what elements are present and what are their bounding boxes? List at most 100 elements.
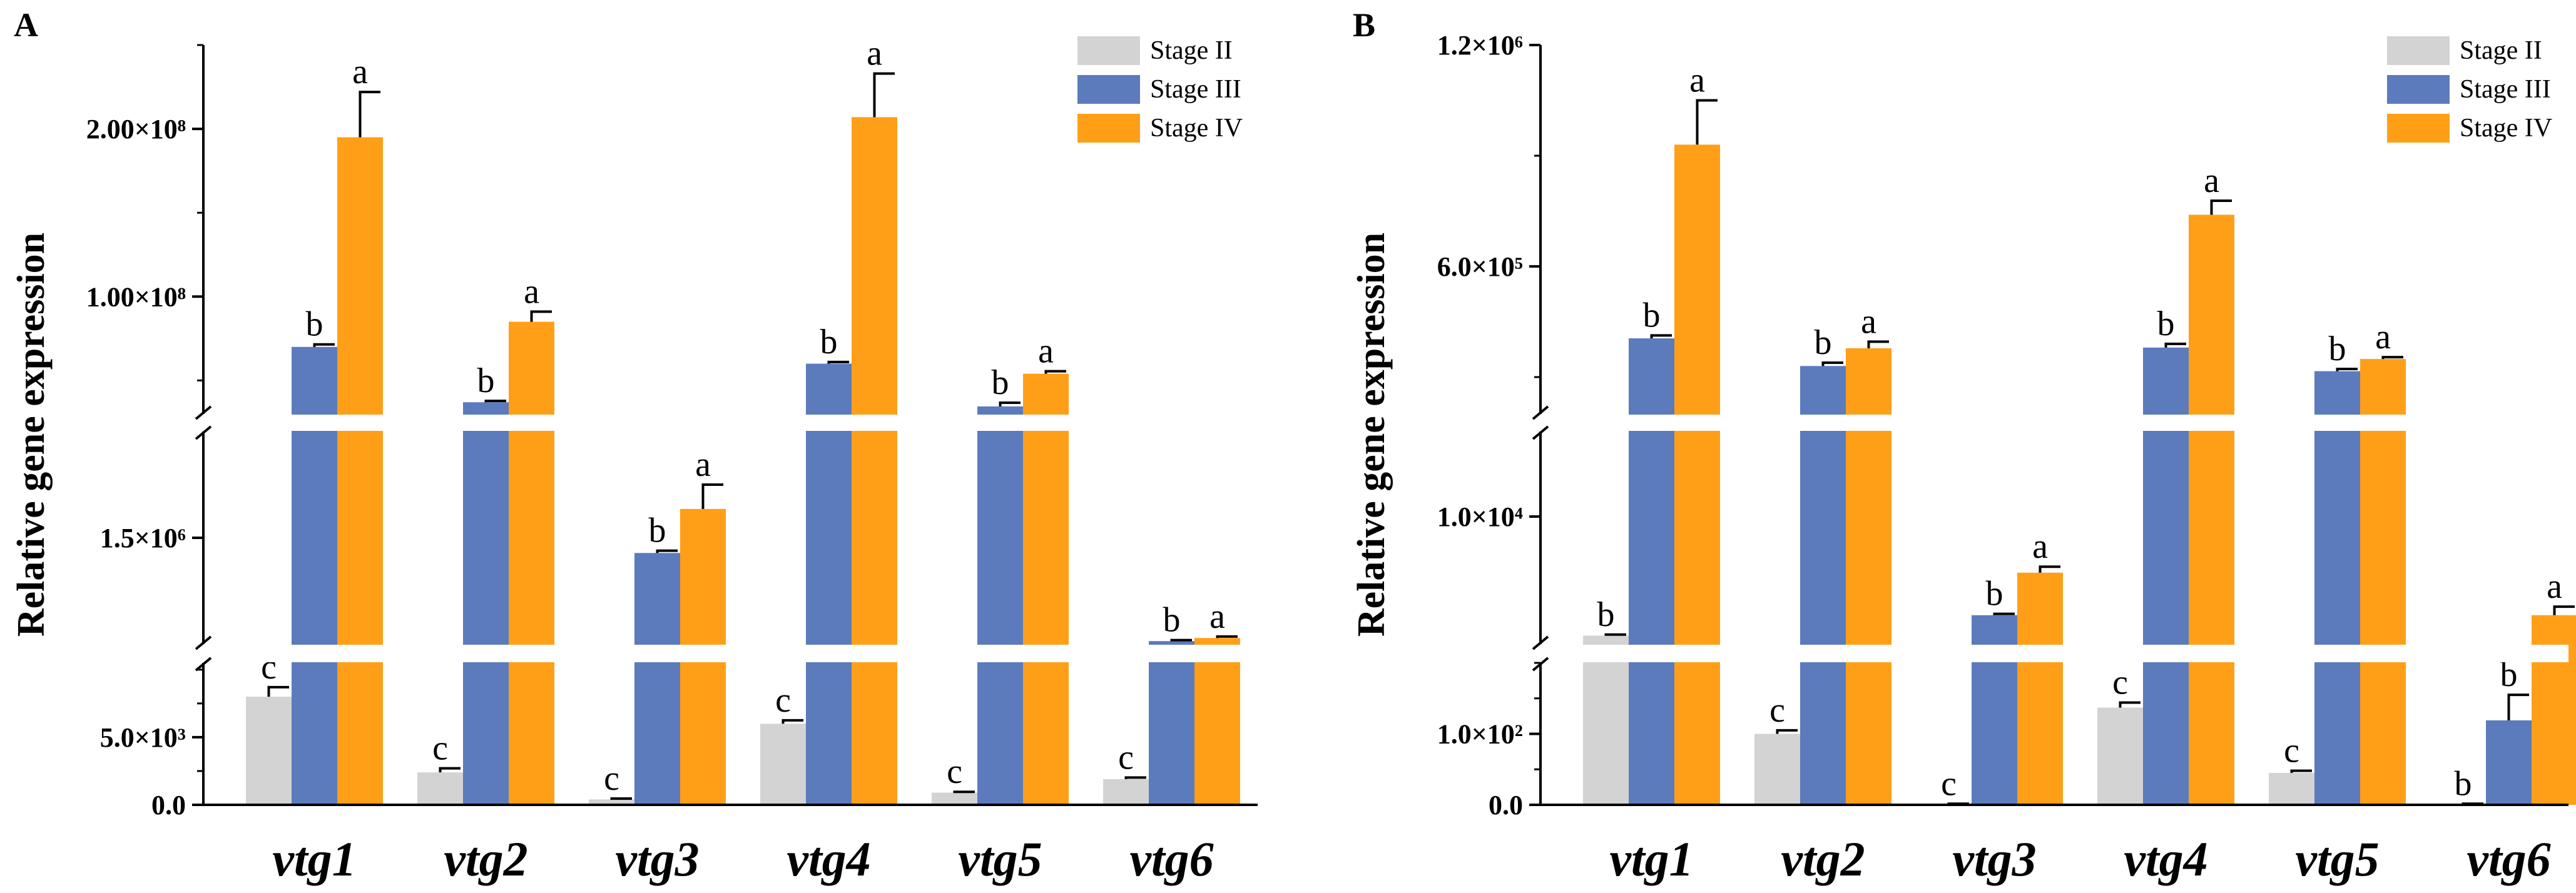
legend-swatch-stage-ii — [1077, 36, 1140, 65]
axis-break-mark — [1532, 425, 1549, 440]
legend-label-stage-iii: Stage III — [1150, 75, 1241, 104]
category-label-vtg3: vtg3 — [1952, 832, 2036, 886]
bar-vtg1-stage-iii — [1629, 338, 1674, 805]
tick-label: 1.0×10⁴ — [1437, 502, 1523, 532]
bar-vtg5-stage-iii — [977, 406, 1023, 805]
bar-vtg4-stage-iv — [852, 117, 897, 805]
significance-letter: a — [524, 272, 539, 311]
significance-letter: b — [1163, 601, 1181, 640]
category-label-vtg1: vtg1 — [272, 832, 356, 886]
bar-vtg1-stage-iv — [1674, 144, 1720, 805]
category-label-vtg5: vtg5 — [2295, 832, 2379, 886]
axis-break-gap — [185, 415, 1258, 431]
bar-vtg2-stage-ii — [417, 772, 463, 805]
bar-vtg3-stage-iii — [634, 553, 680, 805]
panel-letter: A — [14, 6, 38, 44]
significance-letter: a — [2375, 318, 2391, 356]
significance-letter: b — [992, 363, 1009, 402]
legend-label-stage-ii: Stage II — [1150, 36, 1233, 65]
category-label-vtg1: vtg1 — [1609, 832, 1693, 886]
bar-vtg5-stage-iv — [2360, 359, 2406, 805]
legend-label-stage-iv: Stage IV — [2460, 114, 2552, 143]
significance-letter: c — [432, 729, 448, 768]
significance-letter: b — [1643, 296, 1661, 335]
significance-letter: a — [1209, 597, 1225, 636]
bar-vtg6-stage-iii — [2486, 720, 2532, 805]
legend-label-stage-ii: Stage II — [2460, 36, 2542, 65]
legend-label-stage-iii: Stage III — [2460, 75, 2551, 104]
significance-letter: a — [695, 445, 711, 484]
significance-letter: b — [2455, 764, 2472, 803]
bar-vtg5-stage-iv — [1023, 373, 1069, 805]
significance-letter: a — [2032, 527, 2048, 566]
bar-vtg5-stage-ii — [932, 792, 977, 805]
legend-swatch-stage-iv — [2387, 114, 2450, 143]
legend-swatch-stage-ii — [2387, 36, 2450, 65]
significance-letter: c — [604, 759, 619, 798]
significance-letter: b — [306, 305, 323, 344]
category-label-vtg2: vtg2 — [444, 832, 527, 886]
tick-label: 1.00×10⁸ — [86, 281, 186, 312]
significance-letter: a — [1689, 61, 1705, 100]
category-label-vtg5: vtg5 — [958, 832, 1042, 886]
bar-vtg4-stage-iv — [2189, 214, 2234, 805]
legend-swatch-stage-iii — [2387, 75, 2450, 104]
y-axis-label: Relative gene expression — [10, 233, 53, 637]
category-label-vtg6: vtg6 — [2467, 832, 2550, 886]
significance-letter: c — [2112, 663, 2128, 702]
significance-letter: c — [1941, 764, 1957, 803]
axis-break-mark — [195, 657, 212, 672]
bar-vtg1-stage-ii — [246, 697, 292, 805]
tick-label: 1.0×10² — [1437, 719, 1523, 750]
bar-vtg4-stage-iii — [806, 363, 852, 805]
axis-break-mark — [1532, 635, 1549, 650]
bar-vtg1-stage-iv — [337, 137, 383, 805]
significance-letter: c — [947, 752, 962, 791]
significance-letter: b — [649, 512, 666, 550]
significance-letter: b — [2329, 330, 2346, 368]
significance-letter: a — [867, 34, 882, 73]
bar-vtg6-stage-iii — [1149, 641, 1194, 805]
axis-break-mark — [195, 405, 212, 420]
significance-letter: a — [1038, 332, 1054, 371]
bar-vtg2-stage-iii — [463, 402, 509, 805]
category-label-vtg4: vtg4 — [2124, 832, 2207, 886]
tick-label: 6.0×10⁵ — [1437, 251, 1523, 282]
bar-vtg3-stage-iii — [1972, 615, 2017, 805]
bar-vtg3-stage-iv — [2017, 572, 2063, 805]
significance-letter: b — [2157, 305, 2175, 343]
axis-break-mark — [195, 635, 212, 650]
bar-vtg2-stage-iv — [509, 321, 554, 805]
significance-letter: b — [477, 361, 495, 400]
category-label-vtg6: vtg6 — [1129, 832, 1213, 886]
category-label-vtg4: vtg4 — [787, 832, 870, 886]
bar-vtg4-stage-ii — [2097, 707, 2143, 805]
bar-vtg3-stage-ii — [589, 799, 634, 805]
bar-vtg6-stage-iv — [1194, 638, 1240, 805]
tick-label: 1.2×10⁶ — [1437, 30, 1523, 61]
tick-label: 1.5×10⁶ — [100, 523, 186, 553]
bar-vtg1-stage-ii — [1583, 635, 1629, 805]
category-label-vtg3: vtg3 — [615, 832, 699, 886]
bar-vtg5-stage-ii — [2269, 772, 2314, 805]
tick-label: 2.00×10⁸ — [86, 114, 186, 144]
significance-letter: c — [1769, 691, 1785, 730]
legend-label-stage-iv: Stage IV — [1150, 114, 1243, 143]
axis-break-gap — [185, 645, 1258, 662]
significance-letter: a — [2547, 567, 2562, 606]
significance-letter: c — [775, 681, 791, 720]
significance-letter: c — [2284, 732, 2299, 770]
tick-label: 0.0 — [1489, 790, 1523, 820]
bar-vtg4-stage-ii — [760, 724, 806, 805]
significance-letter: c — [1118, 738, 1134, 777]
panel-letter: B — [1353, 6, 1375, 44]
y-axis-label: Relative gene expression — [1350, 233, 1393, 637]
axis-break-mark — [195, 425, 212, 440]
bar-vtg2-stage-ii — [1754, 734, 1800, 805]
axis-break-gap — [1522, 415, 2568, 431]
tick-label: 0.0 — [151, 790, 186, 820]
significance-letter: a — [2204, 161, 2219, 200]
significance-letter: b — [1597, 595, 1615, 634]
